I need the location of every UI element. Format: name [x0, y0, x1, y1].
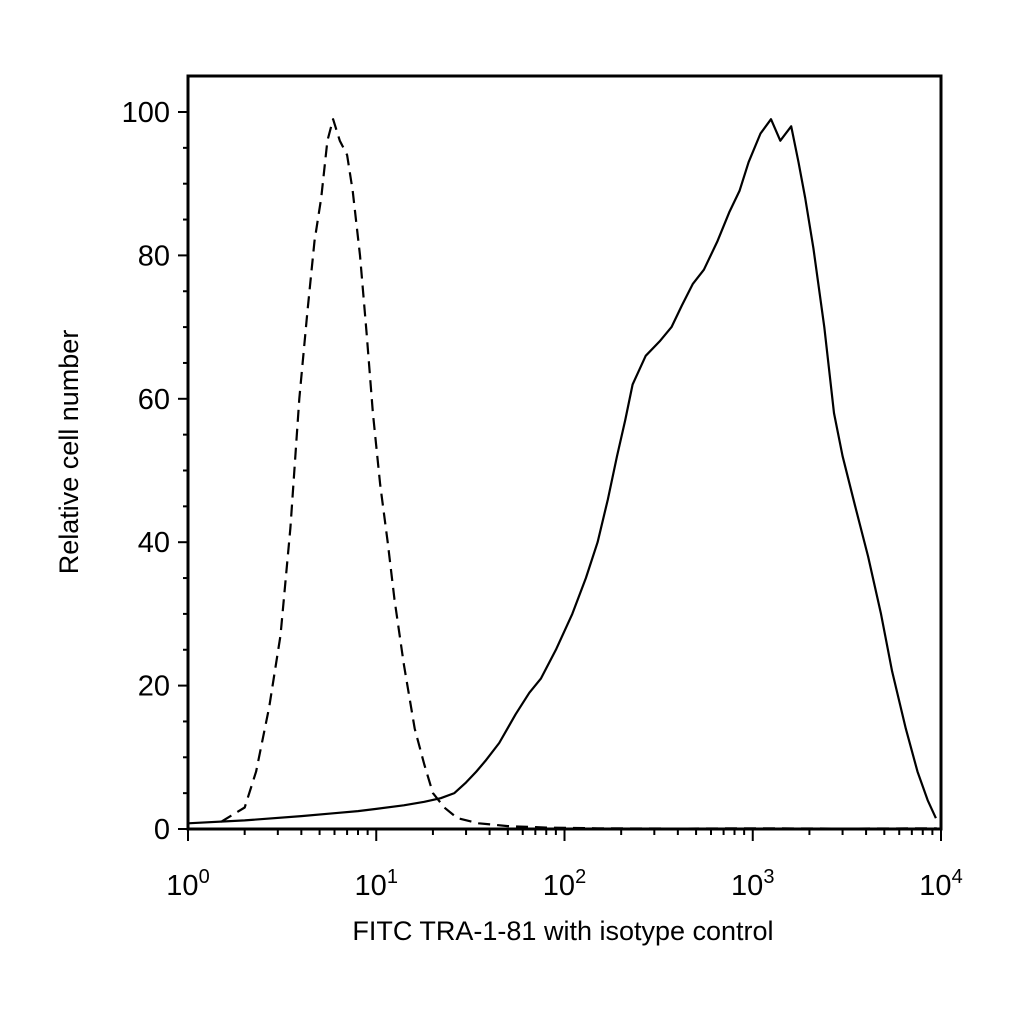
- tra-1-81-line: [187, 118, 937, 825]
- x-tick-label: 103: [731, 866, 774, 902]
- histogram-series: [187, 118, 937, 830]
- x-tick-label: 101: [355, 866, 398, 902]
- y-tick-label: 20: [138, 671, 170, 703]
- y-tick-label: 40: [138, 527, 170, 559]
- y-tick-label: 60: [138, 384, 170, 416]
- plot-frame: [186, 74, 943, 831]
- y-tick-label: 80: [138, 240, 170, 272]
- x-tick-label: 104: [919, 866, 962, 902]
- axis-ticks: [178, 111, 942, 841]
- x-tick-label: 100: [166, 866, 209, 902]
- x-axis-label: FITC TRA-1-81 with isotype control: [352, 916, 773, 946]
- isotype-control-line: [220, 118, 937, 830]
- y-tick-label: 100: [122, 97, 170, 129]
- x-tick-label: 102: [543, 866, 586, 902]
- y-tick-label: 0: [154, 814, 170, 846]
- axis-tick-labels: 0 20 40 60 80 100 100 101 102 103 104: [122, 97, 963, 902]
- y-axis-label: Relative cell number: [54, 330, 84, 575]
